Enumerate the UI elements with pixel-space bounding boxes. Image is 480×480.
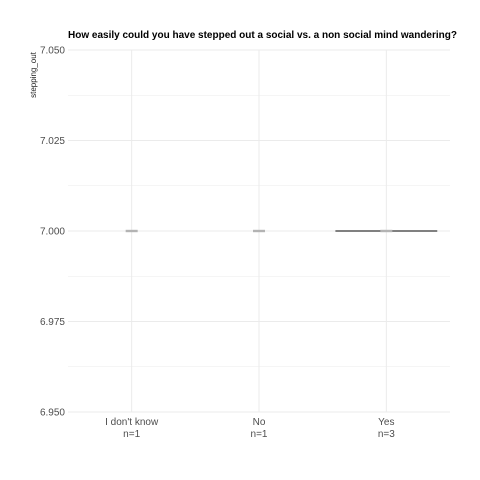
x-tick-count-label: n=3 (378, 429, 395, 440)
y-tick-label: 7.025 (40, 136, 65, 147)
x-tick-count-label: n=1 (123, 429, 140, 440)
y-tick-labels: 6.950 6.975 7.000 7.025 7.050 (40, 46, 65, 419)
chart-title: How easily could you have stepped out a … (68, 30, 457, 41)
y-tick-label: 7.000 (40, 227, 65, 238)
x-tick-label: I don't know (105, 417, 159, 428)
x-tick-label: Yes (378, 417, 394, 428)
y-tick-label: 6.950 (40, 408, 65, 419)
data-point (125, 229, 138, 233)
data-point (380, 229, 393, 233)
plot-marks (125, 229, 438, 233)
x-tick-count-label: n=1 (251, 429, 268, 440)
x-tick-label: No (253, 417, 266, 428)
y-tick-label: 6.975 (40, 317, 65, 328)
data-point (253, 229, 265, 233)
y-axis-title: stepping_out (29, 51, 38, 98)
y-tick-label: 7.050 (40, 46, 65, 57)
